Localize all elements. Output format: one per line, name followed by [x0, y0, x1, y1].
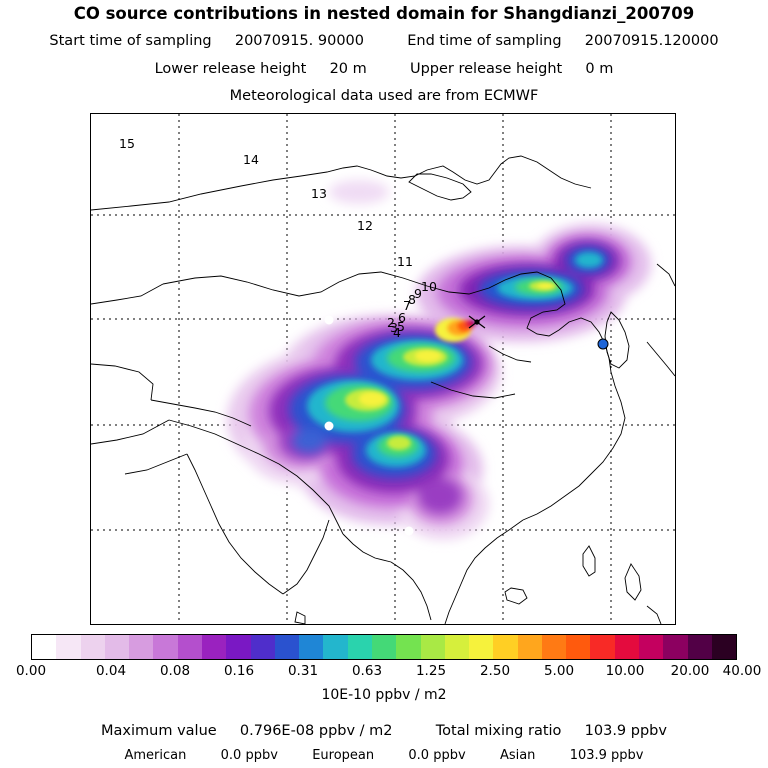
- colorbar-swatch: [566, 635, 591, 659]
- max-value-label: Maximum value: [101, 723, 217, 739]
- receptor-label: 6: [398, 310, 406, 325]
- colorbar-swatch: [687, 635, 712, 659]
- receptor-label: 3: [390, 320, 398, 335]
- total-mixing-ratio-label: Total mixing ratio: [435, 723, 562, 739]
- colorbar-tick: 0.16: [223, 663, 255, 679]
- lower-release-value: 20 m: [329, 61, 367, 77]
- colorbar-swatch: [201, 635, 227, 659]
- meteorology-line: Meteorological data used are from ECMWF: [229, 88, 539, 104]
- colorbar-swatch: [469, 635, 494, 659]
- colorbar-swatch: [590, 635, 615, 659]
- upper-release-label: Upper release height: [409, 61, 563, 77]
- colorbar-swatch: [347, 635, 372, 659]
- colorbar-swatch: [639, 635, 664, 659]
- american-value: 0.0 ppbv: [220, 748, 278, 763]
- colorbar-tick: 0.00: [15, 663, 47, 679]
- total-mixing-ratio-value: 103.9 ppbv: [584, 723, 667, 739]
- colorbar-swatch: [80, 635, 105, 659]
- colorbar-tick-labels: 0.00 0.04 0.08 0.16 0.31 0.63 1.25 2.50 …: [0, 663, 768, 679]
- start-time-label: Start time of sampling: [49, 33, 212, 49]
- colorbar: [31, 634, 737, 660]
- colorbar-tick: 2.50: [479, 663, 511, 679]
- receptor-label: 5: [397, 319, 405, 334]
- colorbar-tick: 40.00: [722, 663, 762, 679]
- colorbar-swatch: [129, 635, 154, 659]
- colorbar-swatch: [323, 635, 348, 659]
- colorbar-tick: 10.00: [605, 663, 645, 679]
- european-label: European: [312, 748, 375, 763]
- colorbar-swatch: [56, 635, 81, 659]
- upper-release-value: 0 m: [585, 61, 614, 77]
- colorbar-swatch: [396, 635, 421, 659]
- asian-value: 103.9 ppbv: [569, 748, 644, 763]
- colorbar-swatch: [32, 635, 57, 659]
- page-title: CO source contributions in nested domain…: [73, 4, 695, 23]
- colorbar-swatch: [663, 635, 688, 659]
- colorbar-swatch: [371, 635, 397, 659]
- american-label: American: [124, 748, 187, 763]
- end-time-label: End time of sampling: [407, 33, 562, 49]
- receptor-label: 4: [393, 325, 401, 340]
- colorbar-swatch: [420, 635, 445, 659]
- receptor-label: 7: [403, 298, 411, 313]
- receptor-label: 13: [311, 186, 327, 201]
- colorbar-swatch: [177, 635, 202, 659]
- sampling-time-line: Start time of sampling 20070915. 90000 E…: [0, 33, 768, 49]
- colorbar-swatch: [274, 635, 300, 659]
- colorbar-swatch: [226, 635, 251, 659]
- colorbar-swatch: [711, 635, 737, 659]
- colorbar-tick: 1.25: [415, 663, 447, 679]
- colorbar-swatch: [299, 635, 324, 659]
- receptor-label: 11: [397, 254, 413, 269]
- colorbar-tick: 0.08: [159, 663, 191, 679]
- receptor-label: 2: [387, 315, 395, 330]
- contribution-line: American 0.0 ppbv European 0.0 ppbv Asia…: [0, 748, 768, 763]
- european-value: 0.0 ppbv: [408, 748, 466, 763]
- colorbar-tick: 0.63: [351, 663, 383, 679]
- end-time-value: 20070915.120000: [584, 33, 719, 49]
- summary-line: Maximum value 0.796E-08 ppbv / m2 Total …: [0, 723, 768, 739]
- asian-label: Asian: [499, 748, 536, 763]
- colorbar-tick: 20.00: [670, 663, 710, 679]
- receptor-label: 14: [243, 152, 259, 167]
- receptor-label: 10: [421, 279, 437, 294]
- map-graphic: [91, 114, 675, 624]
- colorbar-tick: 0.31: [287, 663, 319, 679]
- colorbar-swatch: [444, 635, 470, 659]
- receptor-label: 15: [119, 136, 135, 151]
- colorbar-swatch: [517, 635, 542, 659]
- colorbar-swatch: [153, 635, 178, 659]
- receptor-label: 9: [414, 286, 422, 301]
- colorbar-unit-label: 10E-10 ppbv / m2: [321, 687, 447, 703]
- receptor-track: [324, 315, 609, 536]
- colorbar-tick: 5.00: [543, 663, 575, 679]
- colorbar-swatch: [493, 635, 518, 659]
- footprint-heatmap: [227, 180, 651, 540]
- max-value: 0.796E-08 ppbv / m2: [239, 723, 393, 739]
- lower-release-label: Lower release height: [154, 61, 307, 77]
- receptor-label: 8: [408, 292, 416, 307]
- colorbar-swatch: [614, 635, 640, 659]
- colorbar-tick: 0.04: [95, 663, 127, 679]
- map-panel: 15 14 13 12 11 10 9 8 7 6 5 4 3 2: [90, 113, 676, 625]
- colorbar-swatch: [250, 635, 275, 659]
- start-time-value: 20070915. 90000: [234, 33, 365, 49]
- receptor-label: 12: [357, 218, 373, 233]
- release-height-line: Lower release height 20 m Upper release …: [0, 61, 768, 77]
- colorbar-swatch: [104, 635, 130, 659]
- colorbar-swatch: [541, 635, 567, 659]
